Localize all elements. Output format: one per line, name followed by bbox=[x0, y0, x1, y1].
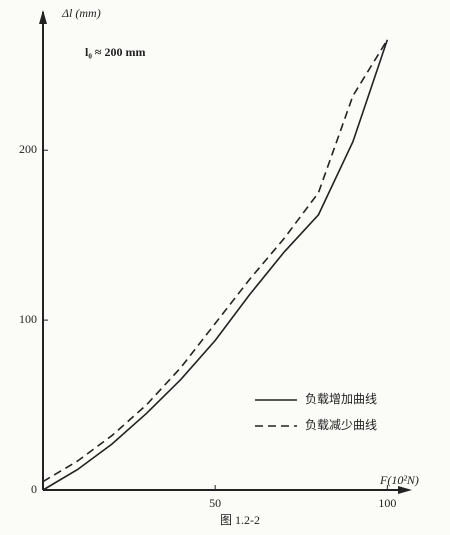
legend-label: 负载增加曲线 bbox=[305, 392, 377, 406]
y-axis-label: Δl (mm) bbox=[61, 6, 101, 20]
x-axis-arrow bbox=[398, 486, 412, 494]
annotation: l₀ ≈ 200 mm bbox=[85, 45, 146, 59]
y-axis-arrow bbox=[39, 10, 47, 24]
series-line bbox=[42, 39, 389, 483]
x-axis-label: F(10²N) bbox=[379, 473, 419, 487]
y-tick-label: 100 bbox=[19, 312, 37, 326]
x-tick-label: 50 bbox=[209, 496, 221, 510]
x-tick-label: 100 bbox=[378, 496, 396, 510]
y-tick-label: 200 bbox=[19, 142, 37, 156]
series-line bbox=[42, 39, 389, 491]
caption: 图 1.2-2 bbox=[220, 513, 260, 527]
legend-label: 负载减少曲线 bbox=[305, 418, 377, 432]
y-tick-label: 0 bbox=[31, 482, 37, 496]
